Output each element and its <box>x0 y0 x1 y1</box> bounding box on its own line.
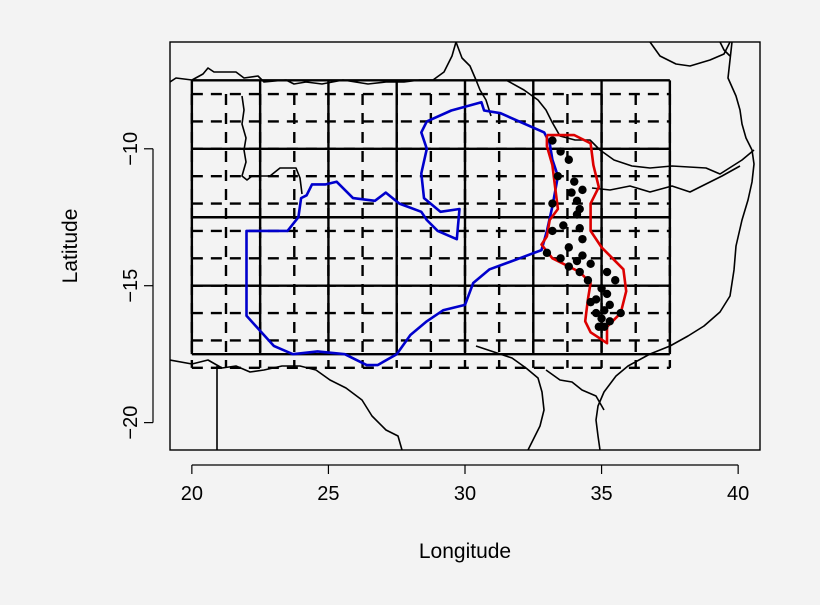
boundary-mozambique-north <box>591 165 741 193</box>
station-point <box>575 267 584 277</box>
x-tick-label: 25 <box>317 483 339 505</box>
boundary-kenya-tz <box>649 42 731 67</box>
station-point <box>602 289 612 299</box>
station-point <box>611 276 620 285</box>
plot-area-border <box>169 41 761 451</box>
station-point <box>583 276 593 285</box>
station-point <box>548 136 557 145</box>
station-point <box>602 267 612 277</box>
station-point <box>542 248 552 258</box>
series-layer <box>245 100 628 367</box>
station-point <box>559 221 568 230</box>
boundary-angola-zambia <box>241 95 303 195</box>
station-point <box>616 308 625 318</box>
station-point <box>597 314 606 323</box>
station-point <box>586 297 595 307</box>
station-point <box>597 284 606 293</box>
station-point <box>578 185 587 195</box>
station-point <box>572 256 582 266</box>
country-boundaries <box>170 42 755 450</box>
region-outline-0 <box>245 100 560 367</box>
y-tick-label: −20 <box>120 406 142 440</box>
station-point <box>548 226 557 236</box>
x-tick-label: 35 <box>590 483 612 505</box>
station-point <box>567 188 576 197</box>
station-point <box>548 199 557 208</box>
coastline-east <box>595 42 755 450</box>
station-point <box>578 251 587 260</box>
station-point <box>570 177 579 186</box>
station-point <box>556 147 565 156</box>
x-axis-title: Longitude <box>419 540 511 563</box>
station-point <box>575 224 584 233</box>
x-tick-label: 30 <box>454 483 476 505</box>
station-point <box>578 234 587 244</box>
region-outline-1 <box>540 133 628 345</box>
y-axis: −20 −15 −10 <box>120 132 154 440</box>
station-point <box>605 300 614 310</box>
boundary-moz-malawi-south <box>545 369 605 411</box>
station-point <box>553 171 563 181</box>
boundary-tanzania <box>505 79 755 175</box>
y-tick-label: −15 <box>120 269 142 303</box>
station-point <box>605 317 614 326</box>
station-point <box>572 196 582 206</box>
y-tick-label: −10 <box>120 132 142 166</box>
station-point <box>564 243 573 252</box>
station-point <box>564 155 573 164</box>
boundary-kenya-coast <box>719 42 731 57</box>
station-point <box>556 254 565 263</box>
station-point <box>591 308 601 318</box>
station-point <box>594 322 604 331</box>
x-axis: 20 25 30 35 40 <box>181 464 749 505</box>
station-point <box>586 259 595 268</box>
boundary-zambia-south <box>170 359 403 450</box>
station-point <box>564 262 573 271</box>
station-point <box>572 210 582 219</box>
x-tick-label: 20 <box>181 483 203 505</box>
y-axis-title: Latitude <box>59 209 82 284</box>
x-tick-label: 40 <box>727 483 749 505</box>
station-point <box>600 306 609 315</box>
